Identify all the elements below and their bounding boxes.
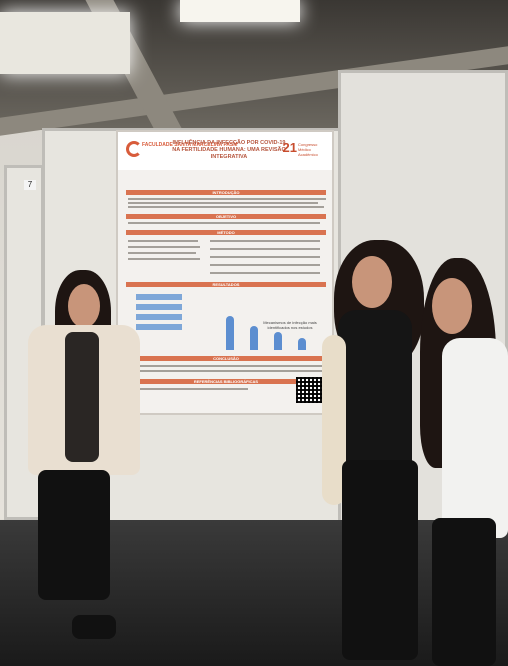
text-line: [128, 202, 318, 204]
section-bar: [126, 230, 326, 235]
chart-bar: [226, 316, 234, 350]
black-top: [338, 310, 412, 470]
university-logo-text: FACULDADE SANTA MARCELINA FASM: [142, 142, 238, 148]
chart-title: Mecanismos de infecção mais identificado…: [263, 320, 317, 330]
booth-number: 7: [24, 180, 36, 190]
table-line: [210, 248, 320, 250]
text-line: [128, 258, 200, 260]
section-bar: [126, 356, 326, 361]
chart-bar: [298, 338, 306, 350]
text-line: [128, 198, 326, 200]
text-line: [128, 206, 324, 208]
research-poster: FACULDADE SANTA MARCELINA FASM INFLUÊNCI…: [116, 130, 334, 415]
table-line: [210, 272, 320, 274]
face-with-glasses: [352, 256, 392, 308]
section-label: REFERÊNCIAS BIBLIOGRÁFICAS: [193, 379, 259, 384]
text-line: [128, 246, 200, 248]
black-jeans: [342, 460, 418, 660]
section-label: CONCLUSÃO: [213, 356, 239, 361]
text-line: [128, 388, 248, 390]
flow-diagram: [136, 294, 182, 332]
section-bar: [126, 379, 326, 384]
table-line: [210, 264, 320, 266]
section-label: MÉTODO: [217, 230, 235, 235]
face: [68, 284, 100, 328]
ceiling-light: [180, 0, 300, 22]
section-label: OBJETIVO: [215, 214, 237, 219]
poster-title: INFLUÊNCIA DA INFECÇÃO POR COVID-19 NA F…: [172, 140, 286, 160]
white-jacket: [442, 338, 508, 538]
table-line: [210, 240, 320, 242]
text-line: [128, 222, 320, 224]
section-bar: [126, 282, 326, 287]
black-pants: [38, 470, 110, 600]
person-middle: [318, 240, 428, 660]
qr-code-icon: [296, 377, 322, 403]
table-line: [210, 256, 320, 258]
section-label: RESULTADOS: [212, 282, 240, 287]
text-line: [128, 252, 196, 254]
text-line: [128, 240, 198, 242]
dark-shirt: [65, 332, 99, 462]
poster-header: FACULDADE SANTA MARCELINA FASM INFLUÊNCI…: [118, 132, 332, 170]
face: [432, 278, 472, 334]
black-shoes: [72, 615, 116, 639]
text-line: [128, 365, 326, 367]
section-bar: [126, 214, 326, 219]
chart-bar: [274, 332, 282, 350]
congress-badge-text: Congresso Médico Acadêmico: [298, 142, 318, 157]
university-logo-icon: [126, 141, 142, 157]
chart-bar: [250, 326, 258, 350]
person-right: [412, 258, 508, 666]
person-left: [8, 270, 148, 660]
section-bar: [126, 190, 326, 195]
text-line: [128, 370, 322, 372]
ceiling-light: [0, 12, 130, 74]
black-pants: [432, 518, 496, 666]
section-label: INTRODUÇÃO: [212, 190, 240, 195]
congress-badge-number: 21: [282, 140, 297, 155]
